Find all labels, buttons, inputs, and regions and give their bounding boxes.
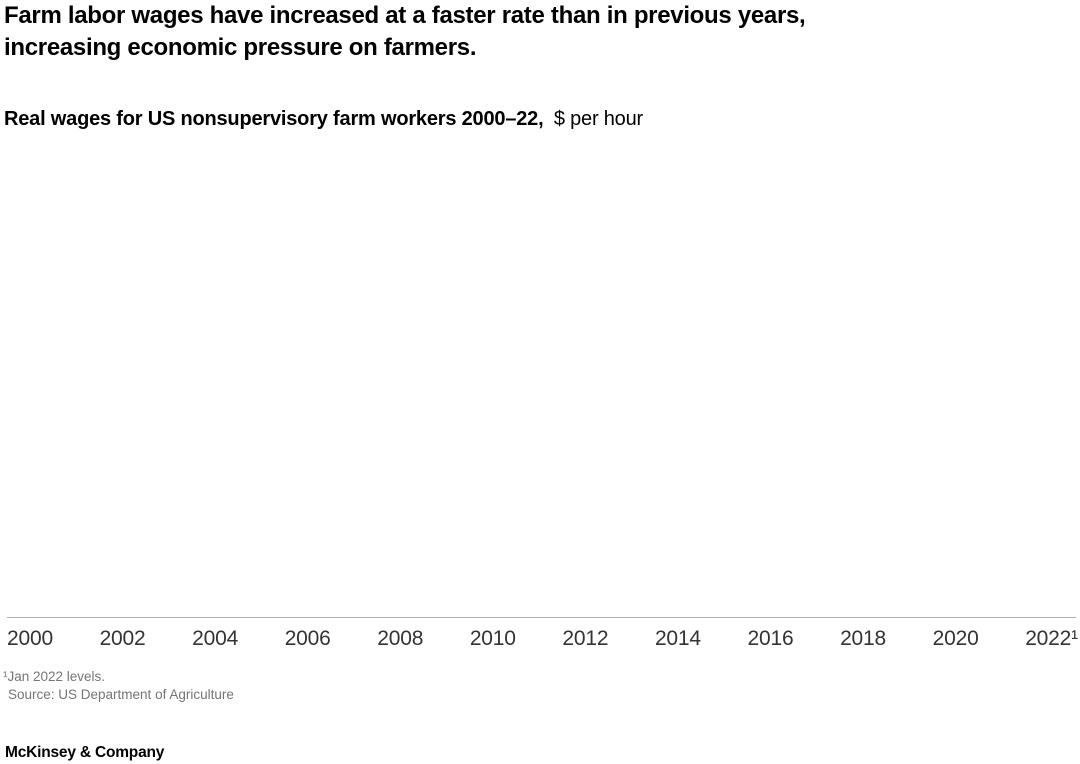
mckinsey-company-wordmark: McKinsey & Company — [5, 744, 165, 761]
plot-area — [7, 150, 1076, 617]
chart-subtitle-unit: $ per hour — [553, 108, 643, 130]
exhibit-title: Farm labor wages have increased at a fas… — [4, 0, 806, 64]
x-tick-label-2002: 2002 — [99, 627, 146, 650]
exhibit-title-line-2: increasing economic pressure on farmers. — [4, 34, 477, 61]
x-tick-label-2012: 2012 — [562, 627, 609, 650]
x-tick-label-2014: 2014 — [654, 627, 701, 650]
x-axis-tick-labels: 2000 2002 2004 2006 2008 2010 2012 2014 … — [7, 627, 1078, 651]
footnote-jan-2022-levels: ¹Jan 2022 levels. — [3, 669, 106, 684]
chart-subtitle-text: Real wages for US nonsupervisory farm wo… — [4, 108, 544, 130]
x-tick-label-2000: 2000 — [7, 627, 53, 650]
x-tick-label-2016: 2016 — [747, 627, 794, 650]
x-tick-label-2020: 2020 — [932, 627, 979, 650]
x-tick-label-2004: 2004 — [192, 627, 239, 650]
x-tick-label-2008: 2008 — [377, 627, 424, 650]
chart-subtitle: Real wages for US nonsupervisory farm wo… — [4, 106, 643, 132]
exhibit-title-line-1: Farm labor wages have increased at a fas… — [4, 2, 806, 29]
footnotes: ¹Jan 2022 levels. Source: US Department … — [3, 668, 234, 703]
x-tick-label-2018: 2018 — [840, 627, 886, 650]
source-attribution: Source: US Department of Agriculture — [8, 686, 234, 702]
x-tick-label-2022: 2022¹ — [1025, 627, 1078, 650]
x-tick-label-2010: 2010 — [469, 627, 516, 650]
x-axis-line — [7, 617, 1076, 618]
x-tick-label-2006: 2006 — [284, 627, 331, 650]
